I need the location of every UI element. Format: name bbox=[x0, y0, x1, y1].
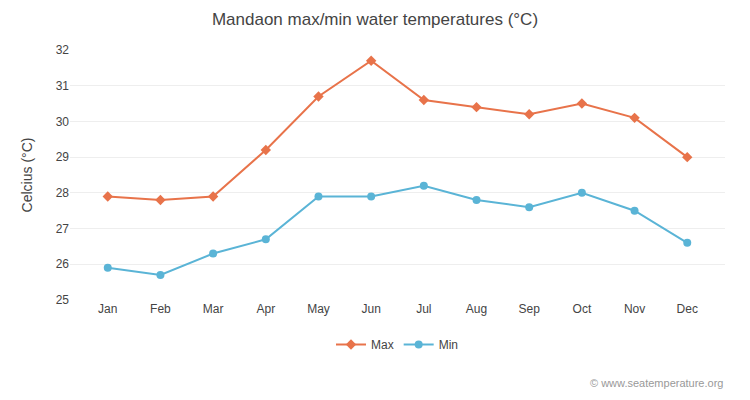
svg-text:Aug: Aug bbox=[466, 302, 487, 316]
svg-text:Feb: Feb bbox=[150, 302, 171, 316]
svg-text:Jan: Jan bbox=[98, 302, 117, 316]
svg-text:27: 27 bbox=[56, 222, 70, 236]
svg-text:29: 29 bbox=[56, 150, 70, 164]
svg-text:Jun: Jun bbox=[361, 302, 380, 316]
svg-text:Oct: Oct bbox=[573, 302, 592, 316]
svg-text:28: 28 bbox=[56, 186, 70, 200]
svg-text:25: 25 bbox=[56, 293, 70, 307]
svg-text:32: 32 bbox=[56, 43, 70, 57]
svg-text:Mar: Mar bbox=[203, 302, 224, 316]
svg-text:31: 31 bbox=[56, 79, 70, 93]
svg-text:Min: Min bbox=[439, 338, 458, 352]
svg-text:Celcius (°C): Celcius (°C) bbox=[19, 138, 35, 213]
svg-text:Max: Max bbox=[371, 338, 394, 352]
svg-text:Mandaon max/min water temperat: Mandaon max/min water temperatures (°C) bbox=[212, 10, 538, 29]
svg-text:26: 26 bbox=[56, 257, 70, 271]
svg-text:Jul: Jul bbox=[416, 302, 431, 316]
svg-text:© www.seatemperature.org: © www.seatemperature.org bbox=[590, 377, 723, 389]
svg-text:Dec: Dec bbox=[677, 302, 698, 316]
svg-text:Nov: Nov bbox=[624, 302, 645, 316]
svg-text:30: 30 bbox=[56, 115, 70, 129]
svg-text:Apr: Apr bbox=[256, 302, 275, 316]
svg-text:May: May bbox=[307, 302, 330, 316]
svg-text:Sep: Sep bbox=[519, 302, 541, 316]
